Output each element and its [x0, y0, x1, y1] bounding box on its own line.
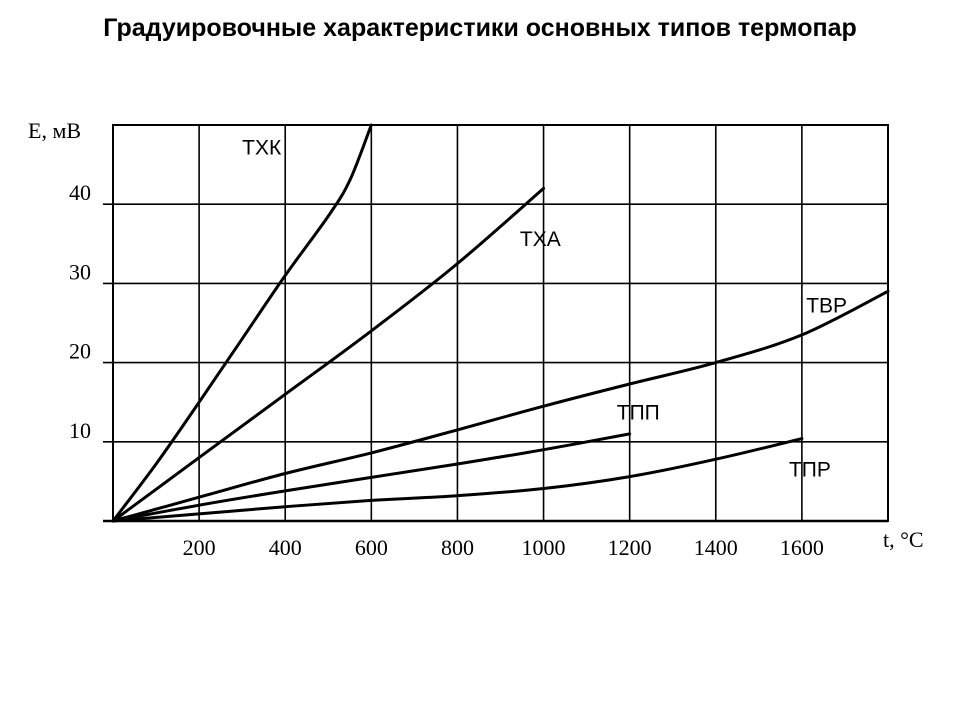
y-axis-label: E, мВ — [28, 118, 81, 143]
series-label: ТХА — [520, 228, 561, 251]
series-label: ТВР — [806, 295, 847, 318]
x-tick-label: 200 — [183, 535, 216, 560]
series-line — [111, 432, 632, 523]
series-label: ТПП — [617, 402, 660, 425]
y-tick-label: 40 — [69, 180, 91, 205]
series-line — [111, 437, 804, 523]
series-lines — [111, 123, 890, 523]
x-tick-label: 1000 — [522, 535, 566, 560]
page-title: Градуировочные характеристики основных т… — [103, 14, 857, 42]
x-tick-label: 800 — [441, 535, 474, 560]
series-line — [111, 289, 890, 523]
y-tick-label: 30 — [69, 259, 91, 284]
x-tick-label: 400 — [269, 535, 302, 560]
x-tick-label: 1600 — [780, 535, 824, 560]
series-label: ТПР — [789, 459, 831, 482]
x-tick-label: 1400 — [694, 535, 738, 560]
y-tick-label: 20 — [69, 339, 91, 364]
grid — [103, 124, 889, 523]
x-axis-label: t, °C — [883, 527, 924, 552]
x-tick-label: 600 — [355, 535, 388, 560]
y-tick-label: 10 — [69, 418, 91, 443]
tick-labels: 200 400 600 800 1000 1200 1400 1600 10 20 30 40 — [69, 180, 824, 560]
series-label: ТХК — [242, 136, 282, 159]
series-line — [111, 123, 373, 523]
x-tick-label: 1200 — [608, 535, 652, 560]
plot-frame — [112, 124, 889, 522]
series-labels: ТХК ТХА ТВР ТПП ТПР — [242, 136, 847, 481]
series-line — [111, 186, 546, 523]
